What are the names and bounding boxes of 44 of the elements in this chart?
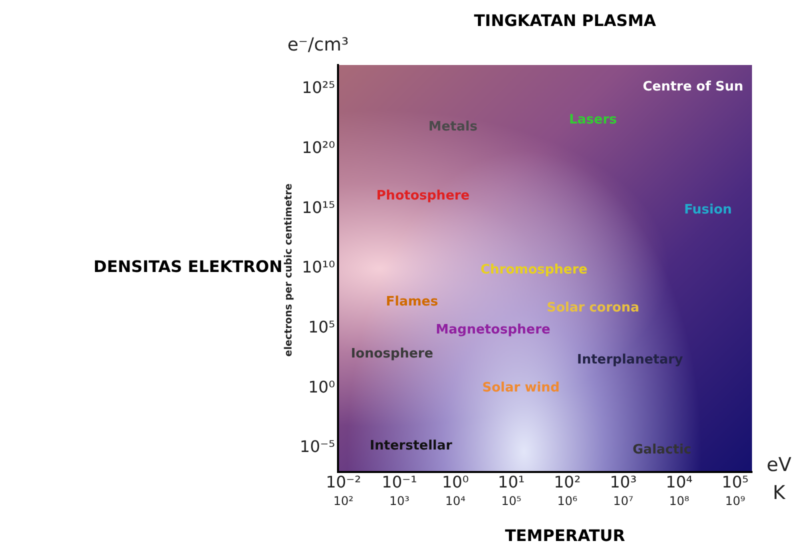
annotation: Solar corona bbox=[546, 300, 640, 316]
text: e⁻/cm³ bbox=[287, 34, 349, 56]
annotation: Chromosphere bbox=[480, 262, 588, 278]
annotation: Metals bbox=[428, 119, 478, 134]
text: eV bbox=[766, 454, 792, 476]
annotation: Centre of Sun bbox=[642, 79, 744, 94]
text: electrons per cubic centimetre bbox=[284, 183, 295, 357]
x-tick-label: 10⁴ bbox=[666, 472, 693, 492]
text: 10² bbox=[333, 494, 354, 508]
y-tick-label: 10¹⁵ bbox=[302, 198, 335, 217]
y-tick-label: 10²⁰ bbox=[302, 138, 335, 157]
annotation: Interstellar bbox=[370, 438, 453, 454]
x-tick-label: 10⁻¹ bbox=[382, 472, 417, 492]
y-tick-label: 10⁵ bbox=[308, 318, 335, 337]
annotation: Magnetosphere bbox=[436, 322, 550, 338]
y-tick-label: 10⁰ bbox=[308, 377, 335, 396]
x-axis-title: TEMPERATUR bbox=[504, 526, 626, 546]
text: 10⁸ bbox=[669, 494, 690, 508]
x-tick-label: 10⁻² bbox=[326, 472, 362, 492]
annotation: Solar wind bbox=[482, 380, 560, 396]
y-tick-label: 10²⁵ bbox=[302, 78, 335, 98]
x-tick-label: 10² bbox=[554, 472, 581, 492]
x-tick-label: 10⁰ bbox=[442, 472, 469, 492]
annotation: Lasers bbox=[569, 112, 618, 128]
x-tick-label: 10¹ bbox=[498, 472, 525, 492]
text: 10⁶ bbox=[557, 494, 578, 508]
text: 10⁵ bbox=[501, 494, 522, 508]
text: 10⁷ bbox=[613, 494, 634, 508]
y-tick-label: 10⁻⁵ bbox=[300, 437, 335, 456]
annotation: Galactic bbox=[632, 442, 692, 458]
x-tick-label: 10³ bbox=[610, 472, 637, 492]
x-tick-label: 10⁵ bbox=[722, 472, 749, 492]
annotation: Photosphere bbox=[376, 188, 470, 204]
annotation: Interplanetary bbox=[576, 352, 684, 368]
y-tick-label: 10¹⁰ bbox=[302, 258, 335, 277]
text: 10⁴ bbox=[445, 494, 466, 508]
y-axis-title: DENSITAS ELEKTRON bbox=[94, 257, 282, 276]
annotation: Flames bbox=[386, 294, 438, 310]
text: 10⁹ bbox=[725, 494, 746, 508]
chart-title: TINGKATAN PLASMA bbox=[474, 11, 657, 30]
text: K bbox=[772, 482, 786, 504]
annotation: Fusion bbox=[684, 202, 732, 218]
annotation: Ionosphere bbox=[350, 346, 434, 362]
text: 10³ bbox=[389, 494, 410, 508]
